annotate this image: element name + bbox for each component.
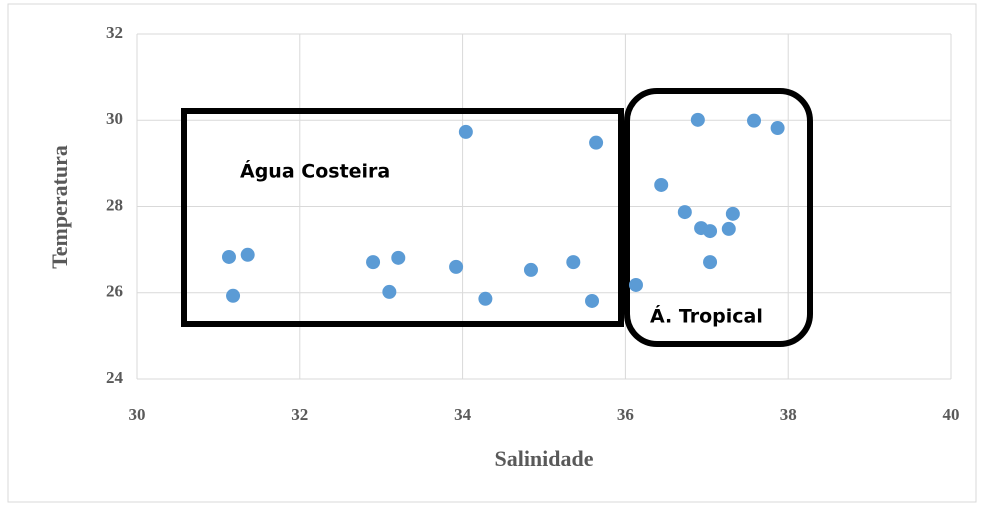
point: [747, 113, 762, 128]
point: [366, 255, 381, 270]
point: [566, 255, 581, 270]
point: [391, 250, 406, 265]
point: [677, 205, 692, 220]
x-axis-label: Salinidade: [494, 446, 593, 471]
y-tick-label: 24: [106, 368, 124, 387]
point: [478, 291, 493, 306]
chart-border: [7, 3, 977, 503]
y-tick-label: 26: [106, 282, 123, 301]
point: [226, 288, 241, 303]
grid: [136, 33, 952, 380]
point: [589, 135, 604, 150]
point: [628, 277, 643, 292]
x-tick-label: 30: [129, 405, 146, 424]
x-tick-label: 32: [291, 405, 308, 424]
annotation: Á. Tropical: [650, 305, 763, 328]
point: [721, 221, 736, 236]
y-tick-label: 30: [106, 109, 123, 128]
point: [690, 112, 705, 127]
point: [382, 284, 397, 299]
point: [770, 121, 785, 136]
annotation: Água Costeira: [240, 160, 390, 183]
coastal-box: [181, 108, 624, 327]
x-tick-label: 40: [943, 405, 960, 424]
x-tick-label: 34: [454, 405, 472, 424]
y-tick-label: 28: [106, 195, 123, 214]
point: [585, 293, 600, 308]
point: [240, 247, 255, 262]
point: [221, 249, 236, 264]
point: [449, 259, 464, 274]
point: [703, 255, 718, 270]
y-tick-label: 32: [106, 23, 123, 42]
y-axis-label: Temperatura: [47, 145, 72, 269]
tropical-box: [624, 88, 813, 347]
x-tick-label: 38: [780, 405, 797, 424]
point: [458, 124, 473, 139]
point: [703, 224, 718, 239]
point: [523, 262, 538, 277]
point: [725, 206, 740, 221]
x-tick-label: 36: [617, 405, 634, 424]
point: [654, 177, 669, 192]
